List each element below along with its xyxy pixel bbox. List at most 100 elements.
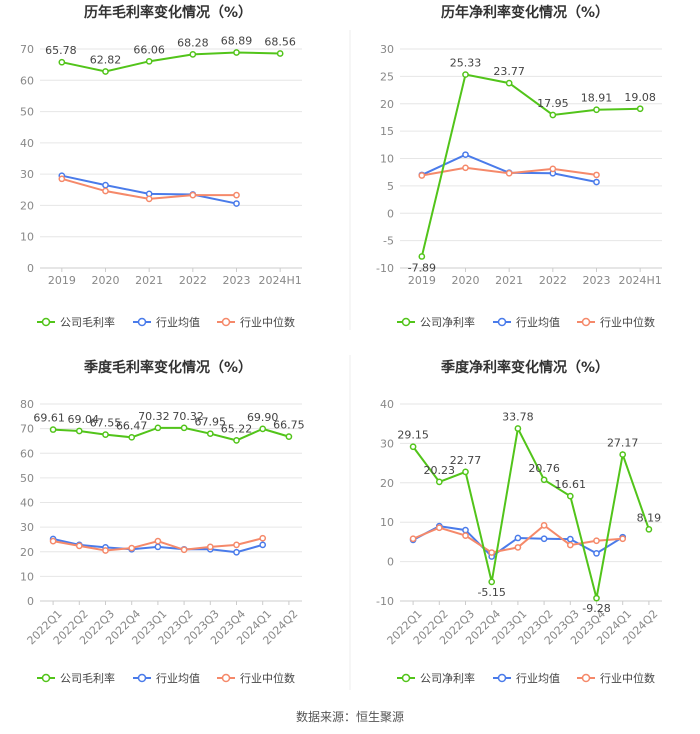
y-tick-label: 0 bbox=[27, 595, 34, 608]
series-line-公司毛利率 bbox=[53, 426, 290, 442]
legend-marker-dot bbox=[41, 317, 51, 327]
data-point-公司毛利率 bbox=[128, 433, 136, 441]
x-tick-label: 2022 bbox=[539, 274, 567, 287]
x-tick-label: 2023 bbox=[223, 274, 251, 287]
y-tick-label: 10 bbox=[380, 153, 394, 166]
y-tick-label: 20 bbox=[380, 98, 394, 111]
data-label: 69.04 bbox=[68, 413, 100, 426]
x-tick-label: 2019 bbox=[48, 274, 76, 287]
data-label: 18.91 bbox=[581, 92, 613, 105]
data-point-行业中位数 bbox=[58, 175, 66, 183]
legend-marker-dot bbox=[497, 317, 507, 327]
y-tick-label: 60 bbox=[20, 74, 34, 87]
data-point-行业中位数 bbox=[505, 169, 513, 177]
legend-label: 公司毛利率 bbox=[60, 671, 115, 685]
data-label: 62.82 bbox=[90, 53, 122, 66]
data-point-行业均值 bbox=[462, 151, 469, 159]
x-tick-label: 2023 bbox=[583, 274, 611, 287]
x-tick-label: 2024H1 bbox=[259, 274, 302, 287]
data-point-行业中位数 bbox=[409, 535, 417, 543]
data-label: 20.76 bbox=[528, 462, 560, 475]
legend-label: 行业中位数 bbox=[600, 671, 655, 685]
data-label: 68.28 bbox=[177, 36, 209, 49]
data-point-公司毛利率 bbox=[180, 424, 188, 432]
y-tick-label: 70 bbox=[20, 423, 34, 436]
data-label: -7.89 bbox=[408, 261, 436, 274]
data-label: 65.78 bbox=[45, 44, 77, 57]
legend-label: 公司净利率 bbox=[420, 315, 475, 329]
data-point-行业均值 bbox=[540, 535, 548, 543]
data-point-公司毛利率 bbox=[49, 426, 57, 433]
legend-marker-dot bbox=[581, 317, 591, 327]
data-point-行业中位数 bbox=[566, 541, 574, 549]
x-tick-label: 2021 bbox=[135, 274, 163, 287]
data-point-行业中位数 bbox=[75, 542, 83, 550]
data-label: 20.23 bbox=[424, 464, 456, 477]
data-point-行业中位数 bbox=[102, 187, 109, 195]
data-label: 66.06 bbox=[133, 43, 165, 56]
chart-title: 历年毛利率变化情况（%） bbox=[84, 4, 252, 21]
data-point-行业均值 bbox=[233, 200, 240, 207]
data-point-行业中位数 bbox=[514, 544, 522, 551]
data-point-行业中位数 bbox=[145, 195, 153, 203]
legend-marker-dot bbox=[137, 317, 147, 327]
data-label: 67.55 bbox=[90, 417, 122, 430]
legend-label: 行业中位数 bbox=[240, 315, 295, 329]
data-label: 65.22 bbox=[221, 422, 253, 435]
x-tick-label: 2021 bbox=[495, 274, 523, 287]
data-point-行业中位数 bbox=[435, 524, 443, 532]
y-tick-label: 20 bbox=[20, 546, 34, 559]
data-point-公司毛利率 bbox=[285, 433, 293, 440]
data-label: 66.75 bbox=[273, 419, 305, 432]
y-tick-label: 30 bbox=[20, 521, 34, 534]
data-point-行业中位数 bbox=[619, 535, 627, 543]
data-point-行业均值 bbox=[102, 181, 109, 189]
data-point-公司净利率 bbox=[488, 578, 496, 586]
data-point-行业中位数 bbox=[549, 165, 557, 173]
legend-label: 行业均值 bbox=[516, 316, 560, 329]
chart-title: 季度净利率变化情况（%） bbox=[440, 359, 609, 376]
data-point-公司毛利率 bbox=[75, 427, 83, 435]
chart-title: 历年净利率变化情况（%） bbox=[441, 4, 609, 21]
legend-marker-dot bbox=[401, 317, 411, 327]
legend-label: 行业中位数 bbox=[600, 315, 655, 329]
data-point-行业中位数 bbox=[593, 537, 600, 545]
data-label: 70.32 bbox=[138, 410, 170, 423]
data-point-行业中位数 bbox=[233, 191, 240, 199]
data-label: 66.47 bbox=[116, 419, 148, 432]
data-point-行业中位数 bbox=[593, 171, 600, 179]
data-point-公司净利率 bbox=[462, 71, 469, 78]
data-label: 19.08 bbox=[624, 91, 656, 104]
data-point-行业中位数 bbox=[189, 191, 197, 199]
chart-title: 季度毛利率变化情况（%） bbox=[83, 359, 252, 376]
data-point-行业均值 bbox=[593, 549, 600, 557]
y-tick-label: 80 bbox=[20, 398, 34, 411]
data-point-公司净利率 bbox=[409, 443, 417, 451]
y-tick-label: 10 bbox=[20, 570, 34, 583]
y-tick-label: 30 bbox=[380, 437, 394, 450]
data-label: -9.28 bbox=[582, 602, 610, 615]
y-tick-label: 20 bbox=[20, 199, 34, 212]
x-tick-label: 2020 bbox=[92, 274, 120, 287]
legend-marker-dot bbox=[401, 673, 411, 683]
data-point-行业中位数 bbox=[462, 164, 469, 172]
data-point-行业中位数 bbox=[180, 546, 188, 554]
data-point-行业均值 bbox=[154, 543, 162, 551]
data-point-行业中位数 bbox=[259, 534, 267, 542]
y-tick-label: 0 bbox=[387, 556, 394, 569]
data-point-公司毛利率 bbox=[154, 424, 162, 432]
data-point-公司毛利率 bbox=[189, 51, 197, 58]
data-point-行业均值 bbox=[259, 541, 267, 549]
data-point-行业中位数 bbox=[128, 544, 136, 552]
legend-marker-dot bbox=[137, 673, 147, 683]
y-tick-label: 25 bbox=[380, 70, 394, 83]
data-point-行业中位数 bbox=[488, 549, 496, 556]
x-tick-label: 2020 bbox=[452, 274, 480, 287]
data-point-公司毛利率 bbox=[276, 50, 284, 57]
y-tick-label: 40 bbox=[20, 497, 34, 510]
data-point-行业均值 bbox=[566, 535, 574, 543]
data-point-公司净利率 bbox=[435, 478, 443, 486]
data-point-行业均值 bbox=[593, 178, 600, 186]
x-tick-label: 2024H1 bbox=[619, 274, 662, 287]
data-point-公司净利率 bbox=[593, 106, 600, 114]
